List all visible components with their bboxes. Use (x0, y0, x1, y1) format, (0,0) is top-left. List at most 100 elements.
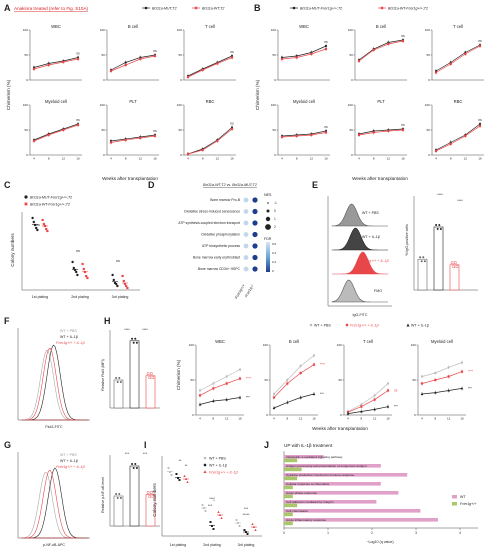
i-legend-3: Fcer1g+/+ + IL-1β (209, 471, 238, 475)
histogram (21, 347, 88, 421)
data-point (119, 497, 122, 499)
dot-fcer-pos (243, 209, 249, 214)
g-stars-1: *** (125, 452, 130, 456)
tick-label: 100 (177, 103, 182, 107)
ns-label: ns (153, 49, 157, 53)
tick-label: 4 (33, 157, 35, 161)
significance: **** (246, 377, 252, 381)
data-point (109, 141, 113, 144)
ns-label: ns (478, 118, 482, 122)
subplot-title: RBC (206, 99, 215, 104)
significance: *** (394, 405, 398, 409)
data-point (401, 128, 405, 132)
data-point (386, 382, 390, 385)
series-line (435, 123, 481, 151)
label-c: C (4, 180, 11, 190)
series-line (199, 378, 241, 396)
series-line (435, 45, 481, 73)
series-line (110, 54, 156, 71)
g-legend-1: WT + PBS (60, 453, 77, 457)
data-point (47, 63, 50, 67)
tick-label: 16 (478, 157, 482, 161)
tick-label: 16 (324, 157, 328, 161)
data-point (324, 47, 328, 51)
dot-fcer-neg (252, 208, 258, 215)
fdr-value: 0.2 (272, 260, 277, 264)
data-point (198, 394, 202, 397)
tick-label: 50 (272, 128, 276, 132)
data-point (115, 493, 118, 495)
data-point (310, 133, 313, 137)
panel-i-group-1: 1st plating (170, 543, 186, 547)
axis (269, 345, 318, 416)
label-j: J (264, 440, 269, 450)
series-line (358, 128, 404, 135)
significance: *** (246, 396, 250, 400)
series-line (33, 123, 79, 141)
term-label: Acute-phase response (286, 491, 317, 495)
axis (354, 30, 407, 81)
data-point (116, 381, 119, 383)
data-point (216, 139, 219, 143)
panel-g-histograms (21, 467, 89, 539)
series-line (347, 406, 389, 414)
i-stars-5: * (213, 499, 215, 503)
significance: **** (320, 363, 326, 367)
legend-marker (406, 323, 410, 327)
data-point (62, 60, 65, 64)
data-point (360, 410, 363, 413)
i-stars-3: **** (209, 497, 215, 501)
label-i: I (144, 440, 147, 450)
data-point (439, 228, 442, 230)
data-point (135, 341, 138, 344)
data-point (450, 261, 454, 264)
data-point (295, 56, 298, 59)
data-point (81, 262, 84, 266)
subplot-b-cell: B cell 0 50 100 ns (100, 24, 159, 82)
panel-b: Bcl11a-MUT-Fcer1g+/+;T2 Bcl11a-WT-Fcer1g… (255, 7, 484, 181)
fdr-value: 0.4 (272, 251, 277, 255)
axis (183, 30, 236, 81)
histogram (21, 471, 88, 539)
bar (145, 375, 156, 409)
nes-value: 2 (274, 225, 276, 229)
data-point (464, 134, 467, 138)
tick-label: 0 (180, 78, 182, 82)
data-point (178, 479, 181, 481)
data-point (245, 531, 247, 533)
tick-label: 0 (266, 413, 268, 417)
term-label: Cytokine production involved in immune r… (286, 473, 355, 477)
nes-dot (265, 224, 271, 230)
f-legend-1: WT + PBS (60, 329, 77, 333)
tick-label: 50 (178, 128, 182, 132)
panel-c-ylabel: Colony numbers (10, 233, 15, 267)
data-point (372, 131, 375, 134)
data-point (272, 406, 276, 409)
subplot-t-cell: T cell 0 50 100 4 8 12 16 ns *** (337, 339, 399, 421)
tick-label: 16 (312, 417, 316, 421)
data-point (41, 218, 44, 222)
e-legend-4: FMO (374, 289, 382, 293)
tick-label: 12 (62, 157, 66, 161)
label-a: A (4, 3, 11, 13)
dot-fcer-pos (243, 243, 249, 249)
label-g: G (4, 440, 11, 450)
h-legend-3: WT + IL-1β (411, 324, 429, 328)
data-point (151, 376, 155, 379)
data-point (360, 403, 363, 406)
data-point (75, 270, 78, 274)
series-line (110, 55, 156, 72)
ns-label: ns (76, 249, 80, 253)
data-point (148, 495, 151, 498)
data-point (32, 67, 36, 71)
data-point (201, 503, 204, 507)
data-point (286, 401, 289, 404)
data-point (454, 261, 457, 264)
data-point (170, 473, 173, 477)
data-point (198, 403, 202, 406)
data-point (148, 376, 151, 379)
data-point (438, 224, 441, 226)
label-h: H (104, 316, 111, 326)
